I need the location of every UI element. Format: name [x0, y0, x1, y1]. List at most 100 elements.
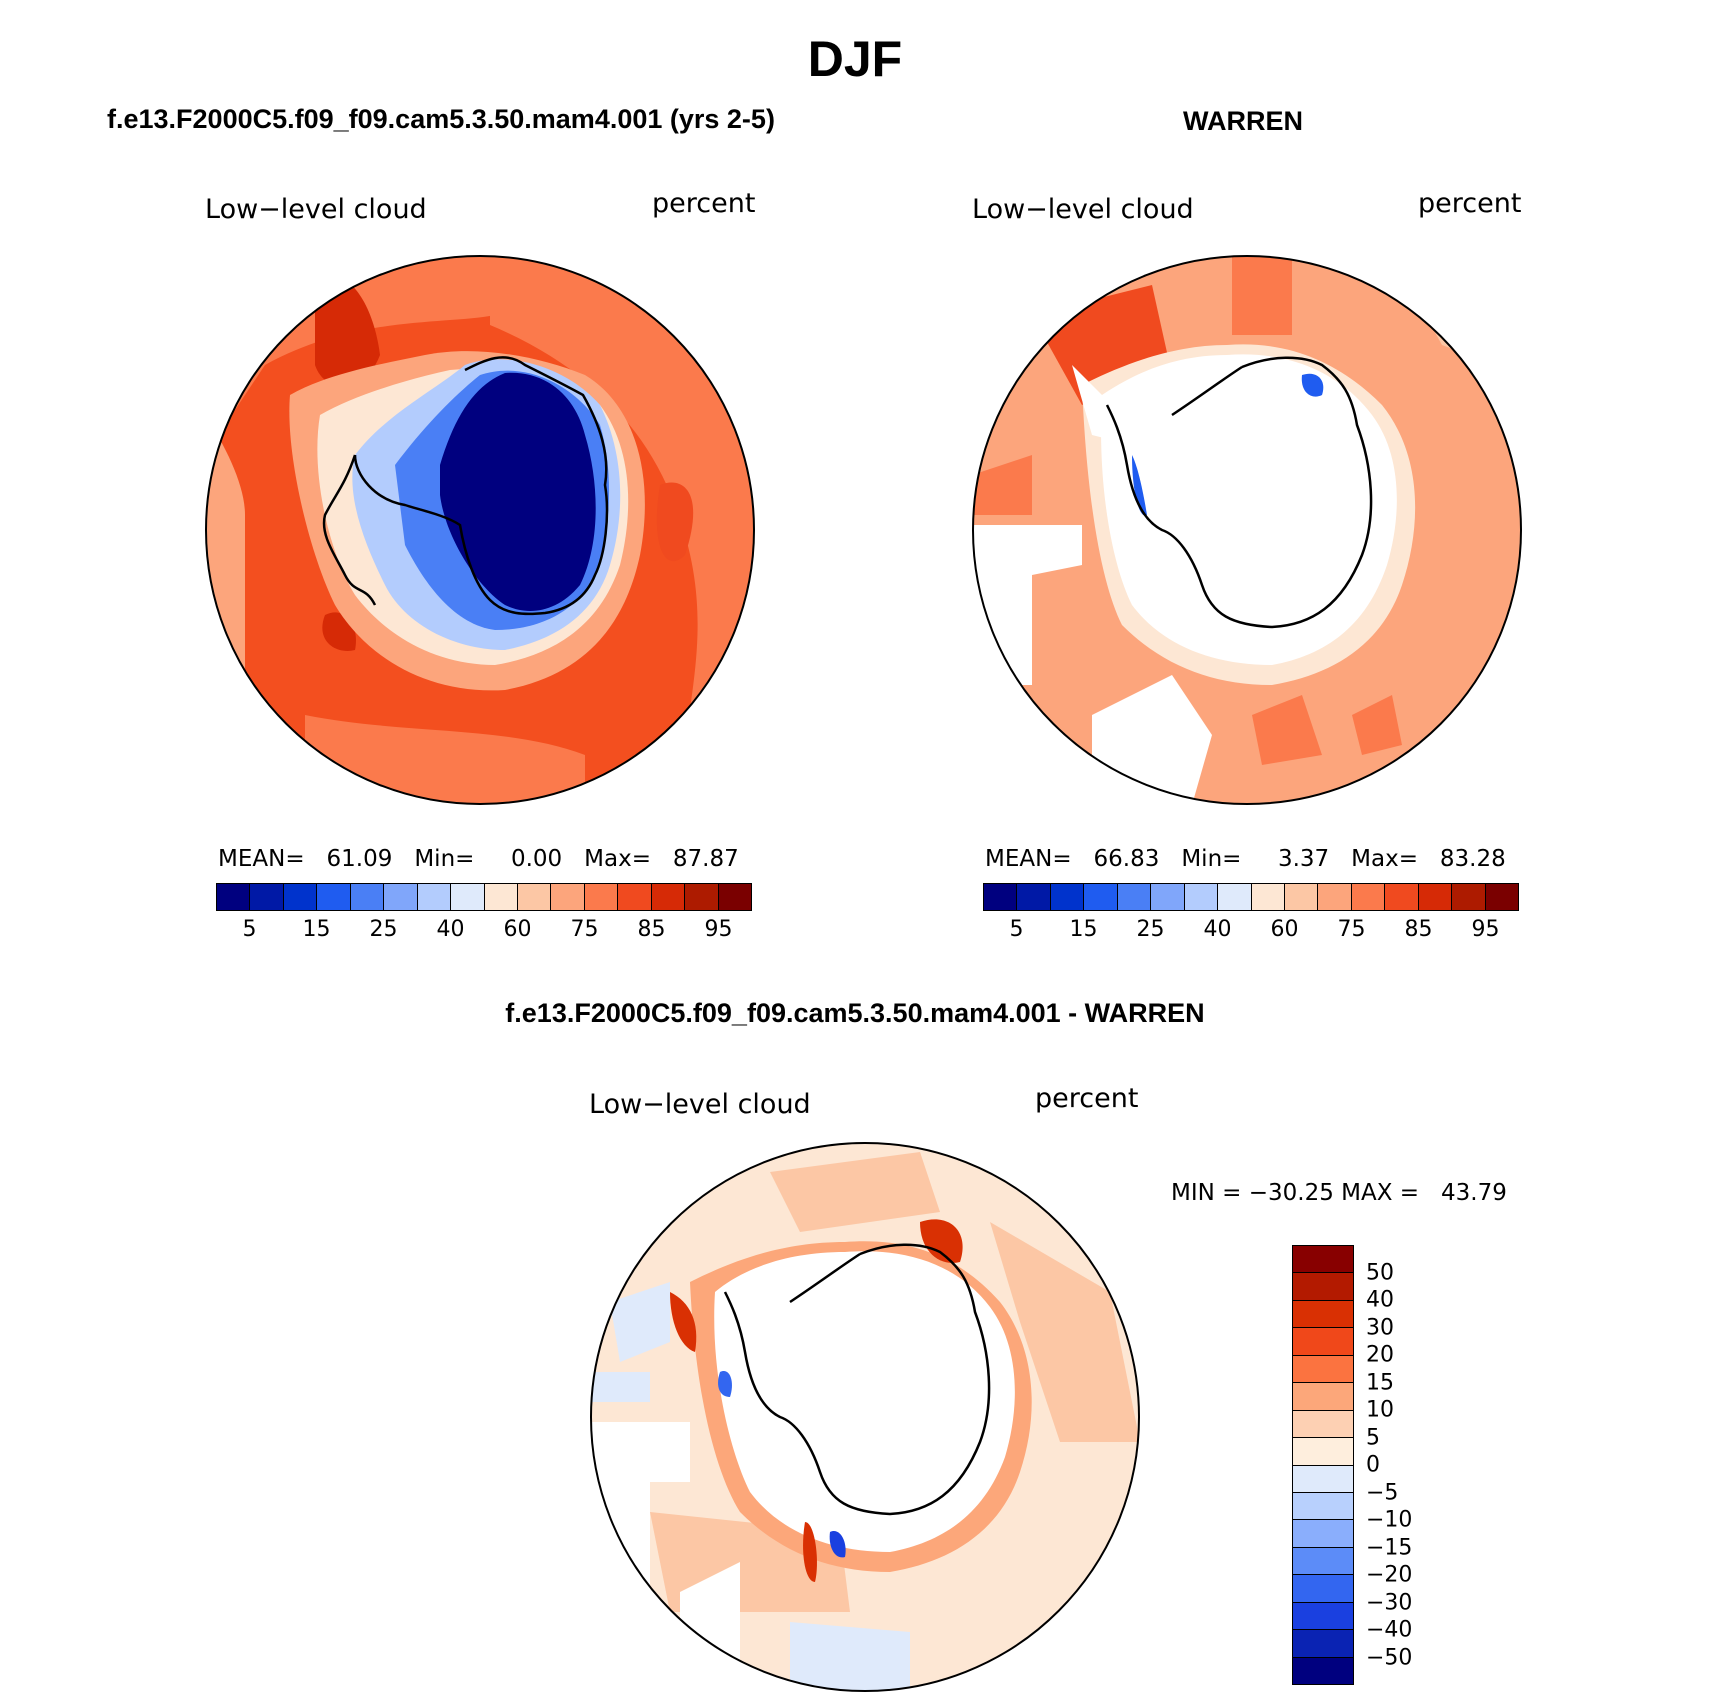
colorbar-tick-label: −10 — [1366, 1507, 1413, 1533]
model-units-label: percent — [652, 188, 756, 219]
colorbar-box — [1293, 1438, 1353, 1466]
colorbar-box — [1293, 1492, 1353, 1521]
colorbar-box — [1293, 1383, 1353, 1411]
colorbar-tick-label: −40 — [1366, 1617, 1413, 1643]
colorbar-tick-label: −20 — [1366, 1562, 1413, 1588]
colorbar-tick-label: −50 — [1366, 1645, 1413, 1670]
obs-panel-title: WARREN — [1183, 106, 1303, 136]
diff-field-patch — [920, 1219, 963, 1263]
colorbar-tick-label: 15 — [1366, 1370, 1394, 1395]
colorbar-box — [1293, 1273, 1353, 1301]
colorbar-box — [350, 884, 385, 910]
obs-missing-data — [973, 525, 1082, 685]
colorbar-box — [1184, 884, 1219, 910]
colorbar-tick-label: 75 — [570, 917, 599, 942]
colorbar-box — [1293, 1300, 1353, 1329]
model-field-patch — [440, 372, 596, 611]
obs-field-patch — [1232, 256, 1292, 335]
colorbar-box — [1385, 884, 1419, 910]
colorbar-tick-label: 0 — [1366, 1452, 1380, 1478]
diff-field-patch — [990, 1222, 1139, 1442]
obs-colorbar: 5 15 25 40 60 75 85 95 — [983, 883, 1519, 942]
colorbar-tick-label: 85 — [637, 917, 666, 942]
obs-field-patch — [973, 455, 1032, 515]
colorbar-tick-label: 10 — [1366, 1397, 1394, 1423]
colorbar-box — [417, 884, 452, 910]
colorbar-box — [1351, 884, 1386, 910]
colorbar-box — [1293, 1547, 1353, 1576]
colorbar-box — [651, 884, 686, 910]
colorbar-tick-label: −30 — [1366, 1590, 1413, 1615]
colorbar-tick-label: 15 — [1069, 917, 1098, 942]
colorbar-tick-label: 20 — [1366, 1342, 1394, 1368]
diff-polar-map — [590, 1142, 1140, 1692]
colorbar-box — [1418, 884, 1453, 910]
model-map-border — [205, 255, 755, 805]
diff-field-patch — [718, 1371, 732, 1397]
diff-minmax: MIN = −30.25 MAX = 43.79 — [1171, 1180, 1507, 1206]
diff-field-patch — [610, 1282, 670, 1362]
colorbar-box — [718, 884, 751, 910]
diff-field-patch — [790, 1622, 910, 1691]
figure-title: DJF — [807, 31, 903, 87]
colorbar-box — [1151, 884, 1185, 910]
colorbar-tick-label: 95 — [704, 917, 733, 942]
model-field-patch — [656, 482, 694, 562]
obs-field-patch — [1252, 695, 1322, 765]
colorbar-box — [250, 884, 284, 910]
colorbar-box — [1452, 884, 1486, 910]
colorbar-box — [1117, 884, 1152, 910]
colorbar-tick-label: 40 — [1203, 917, 1232, 942]
colorbar-tick-label: 85 — [1404, 917, 1433, 942]
colorbar-box — [1293, 1465, 1353, 1493]
obs-field-patch — [1301, 373, 1324, 397]
colorbar-tick-label: 5 — [1009, 917, 1024, 942]
colorbar-box — [1218, 884, 1252, 910]
obs-stats-row: MEAN= 66.83 Min= 3.37 Max= 83.28 — [985, 846, 1506, 872]
diff-units-label: percent — [1035, 1083, 1139, 1114]
obs-left-label: Low−level cloud — [972, 194, 1194, 225]
colorbar-tick-label: −5 — [1366, 1480, 1399, 1505]
colorbar-box — [1293, 1246, 1353, 1274]
colorbar-tick-label: 50 — [1366, 1260, 1394, 1285]
colorbar-tick-label: 5 — [1366, 1425, 1380, 1450]
diff-coastline — [723, 1243, 991, 1516]
colorbar-box — [1251, 884, 1285, 910]
colorbar-box — [1293, 1602, 1353, 1631]
diff-left-label: Low−level cloud — [589, 1089, 811, 1120]
model-field-patch — [315, 273, 380, 387]
colorbar-box — [584, 884, 619, 910]
model-colorbar: 5 15 25 40 60 75 85 95 — [216, 883, 752, 942]
colorbar-tick-label: −15 — [1366, 1535, 1413, 1560]
colorbar-tick-label: 25 — [369, 917, 398, 942]
diff-colorbar-labels: 50 40 30 20 15 10 5 0 −5 −10 −15 −20 −30 −40 −50 — [1366, 1245, 1466, 1685]
obs-map-border — [972, 255, 1522, 805]
colorbar-box — [551, 884, 585, 910]
diff-field-patch — [670, 1292, 697, 1352]
colorbar-box — [1293, 1328, 1353, 1356]
colorbar-box — [1318, 884, 1352, 910]
model-peninsula-coast — [322, 454, 377, 606]
colorbar-tick-label: 40 — [1366, 1287, 1394, 1313]
obs-field-patch — [1132, 455, 1147, 516]
colorbar-box — [685, 884, 719, 910]
model-field-patch — [490, 256, 754, 804]
colorbar-tick-label: 25 — [1136, 917, 1165, 942]
colorbar-box — [1293, 1575, 1353, 1603]
colorbar-box — [1284, 884, 1319, 910]
obs-missing-data — [1092, 675, 1212, 804]
colorbar-box — [484, 884, 518, 910]
model-coastline — [353, 356, 609, 616]
diff-field-patch — [591, 1372, 650, 1402]
colorbar-box — [384, 884, 418, 910]
colorbar-tick-label: 60 — [1270, 917, 1299, 942]
colorbar-box — [1293, 1630, 1353, 1658]
colorbar-tick-label: 15 — [302, 917, 331, 942]
colorbar-box — [1084, 884, 1118, 910]
colorbar-box — [984, 884, 1018, 910]
obs-units-label: percent — [1418, 188, 1522, 219]
colorbar-box — [1050, 884, 1085, 910]
diff-field-patch — [829, 1531, 846, 1558]
model-left-label: Low−level cloud — [205, 194, 427, 225]
diff-field-patch — [803, 1522, 817, 1582]
